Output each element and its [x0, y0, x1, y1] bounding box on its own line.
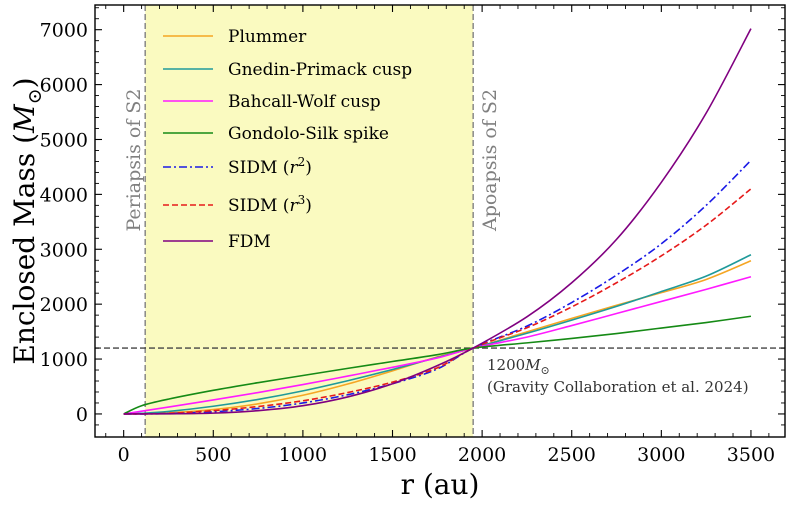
apoapsis-label: Apoapsis of S2	[479, 89, 501, 232]
x-tick-label: 3500	[727, 444, 775, 466]
plot-area	[95, 5, 785, 437]
plot-frame	[94, 4, 786, 438]
x-tick-label: 2000	[458, 444, 506, 466]
y-tick-label: 2000	[40, 294, 88, 316]
series-line-sidm-r-3	[123, 188, 752, 415]
legend: Plummer Gnedin-Primack cusp Bahcall-Wolf…	[163, 27, 412, 252]
y-tick-label: 1000	[40, 349, 88, 371]
x-tick-label: 3000	[637, 444, 685, 466]
x-tick-label: 0	[118, 444, 130, 466]
legend-label-plummer: Plummer	[228, 27, 307, 47]
y-tick-label: 0	[76, 404, 88, 426]
legend-label-sidm-r3: SIDM (r3)	[228, 193, 312, 216]
x-tick-label: 1500	[368, 444, 416, 466]
y-tick-label: 3000	[40, 239, 88, 261]
series-line-fdm	[123, 28, 752, 415]
x-tick-label: 500	[195, 444, 231, 466]
x-axis-title: r (au)	[401, 468, 480, 501]
mass-annotation: 1200M⊙	[487, 356, 550, 377]
x-tick-label: 1000	[279, 444, 327, 466]
citation-annotation: (Gravity Collaboration et al. 2024)	[487, 378, 749, 396]
y-tick-label: 6000	[40, 75, 88, 97]
y-axis-title: Enclosed Mass (M⊙)	[8, 77, 46, 364]
periapsis-label: Periapsis of S2	[123, 88, 145, 231]
y-tick-label: 7000	[40, 20, 88, 42]
legend-label-fdm: FDM	[228, 232, 271, 252]
x-tick-label: 2500	[548, 444, 596, 466]
legend-label-gondolo-silk: Gondolo-Silk spike	[228, 124, 389, 144]
axis-ticks: 0 500 1000 1500 2000 2500 3000 3500 0 1000 2000 300…	[40, 5, 785, 466]
series-line-bahcall-wolf-cusp	[123, 275, 752, 415]
shaded-orbit-region	[145, 5, 474, 437]
y-tick-label: 5000	[40, 129, 88, 151]
legend-label-sidm-r2: SIDM (r2)	[228, 155, 312, 178]
legend-label-bahcall-wolf: Bahcall-Wolf cusp	[228, 92, 381, 112]
legend-label-gnedin-primack: Gnedin-Primack cusp	[228, 60, 412, 80]
y-tick-label: 4000	[40, 184, 88, 206]
series-line-gondolo-silk-spike	[123, 315, 752, 415]
